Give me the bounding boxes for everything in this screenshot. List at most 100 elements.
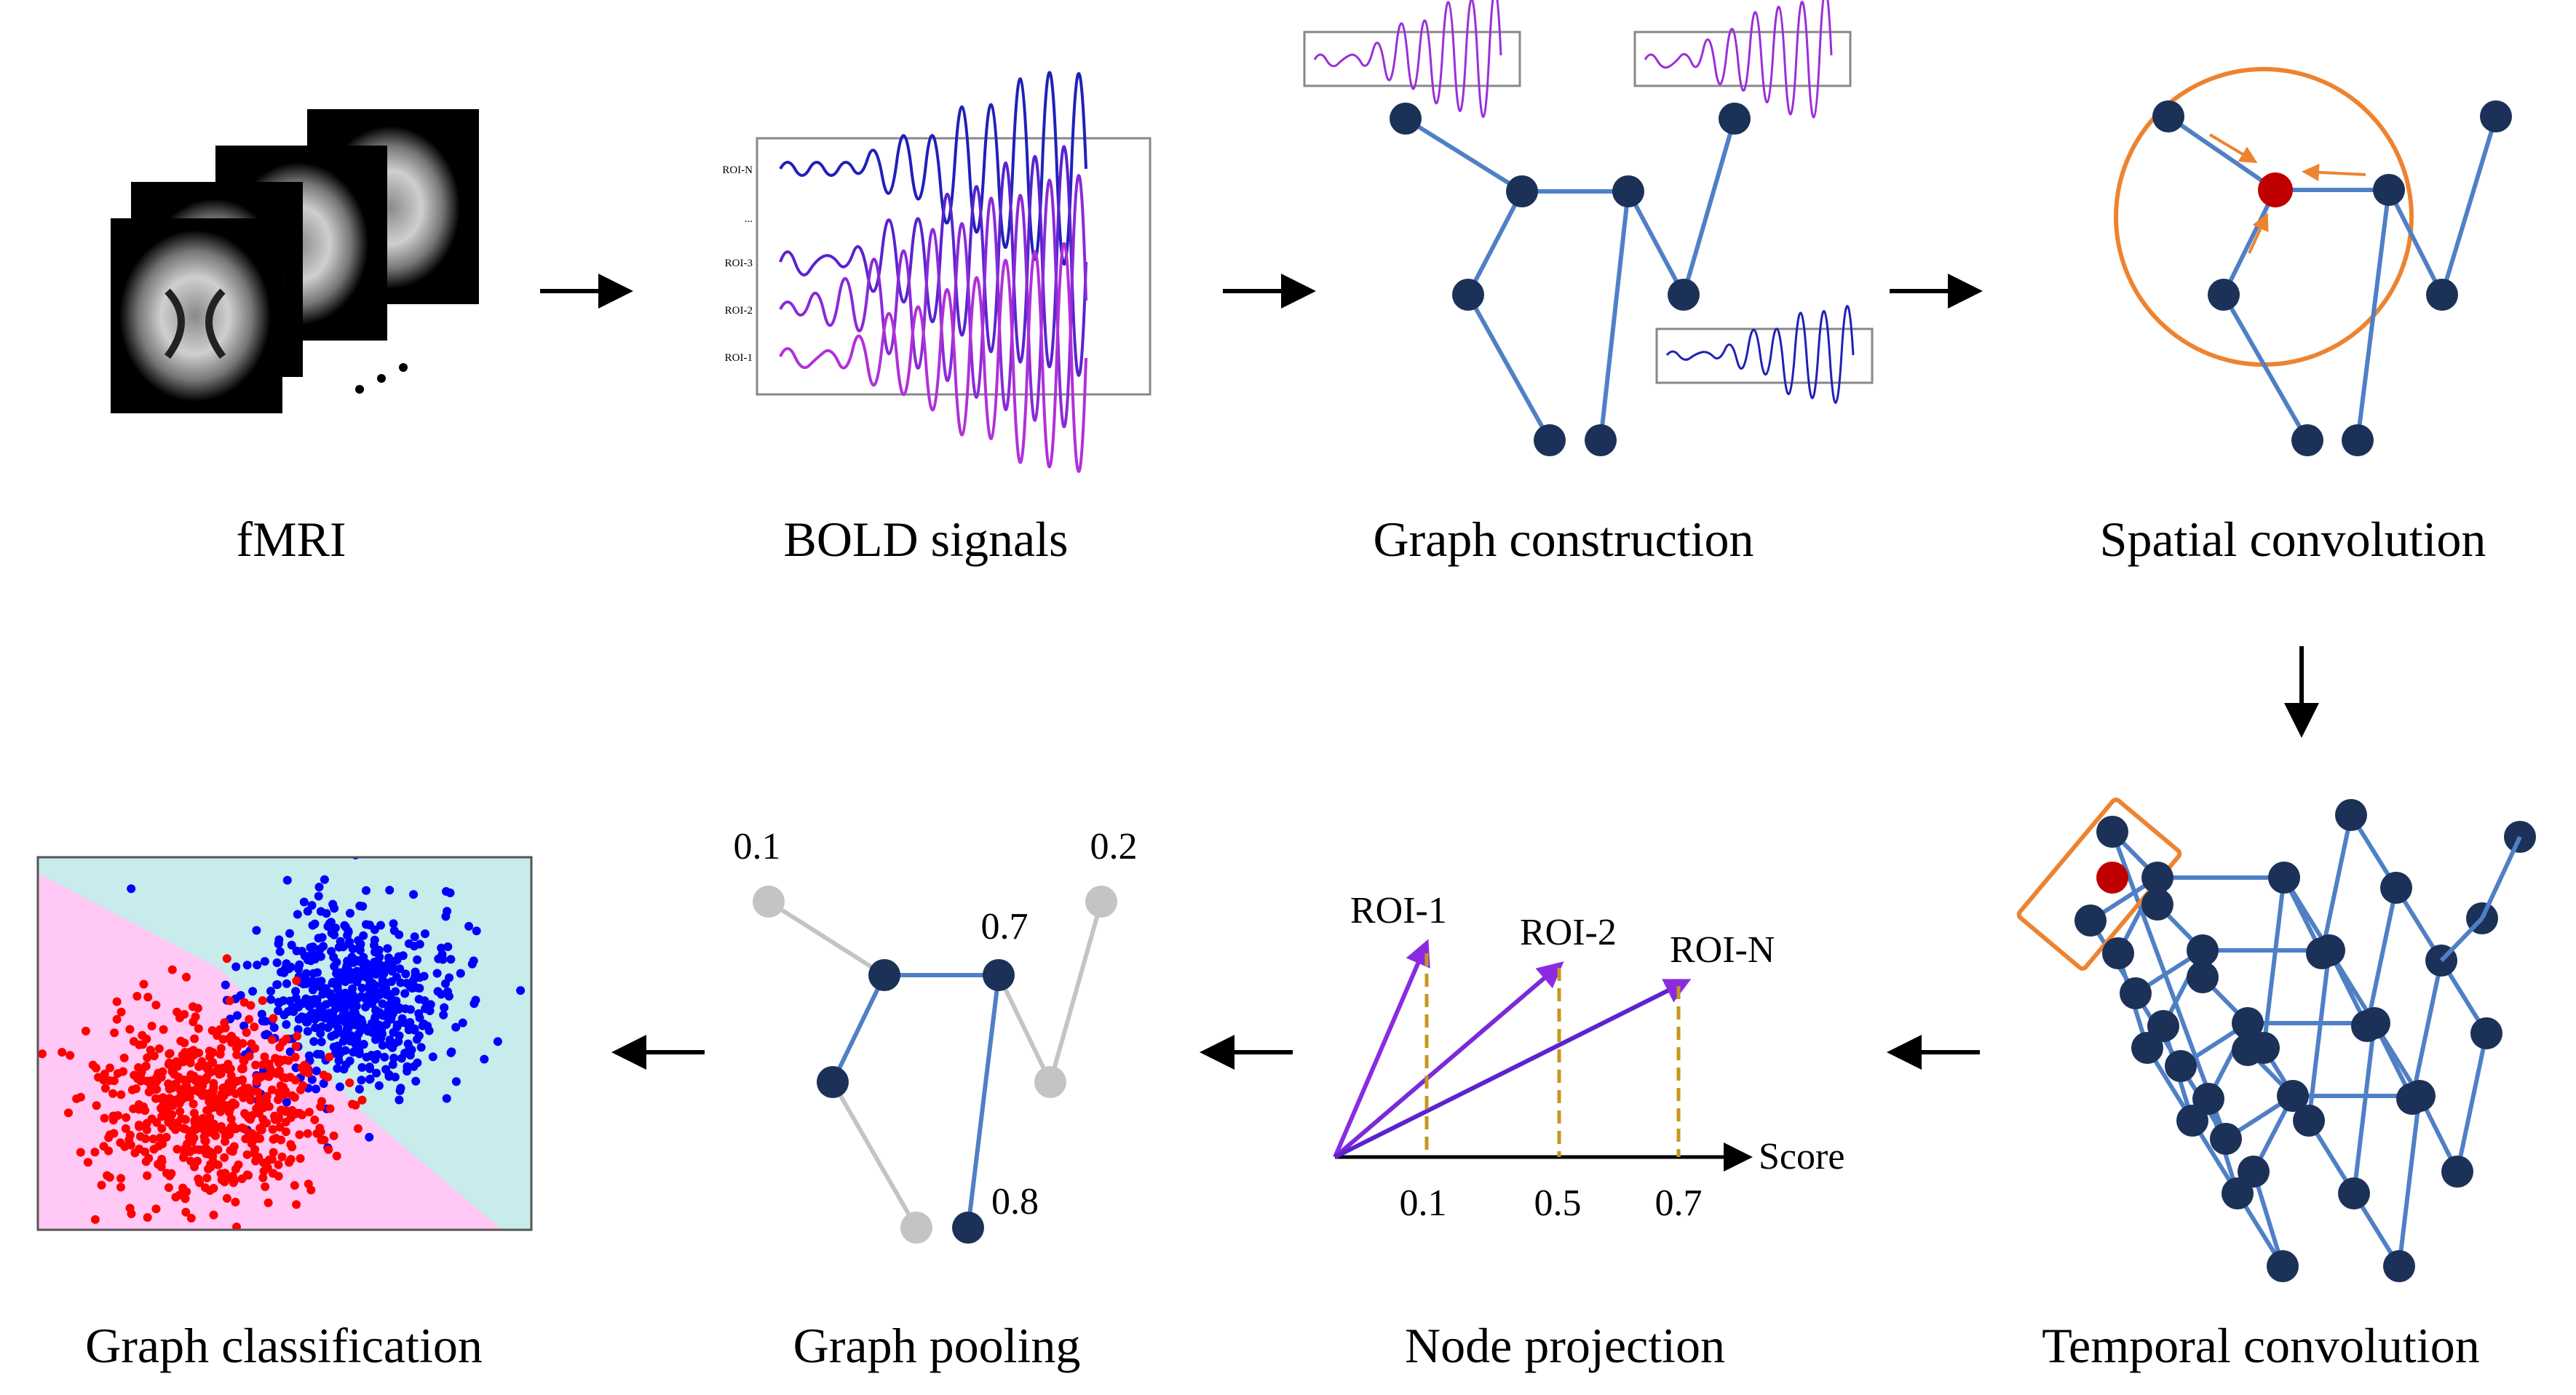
scatter-point — [285, 1158, 294, 1167]
scatter-point — [208, 1048, 218, 1057]
pruned-node — [1034, 1066, 1066, 1098]
scatter-point — [338, 1036, 348, 1046]
scatter-point — [291, 987, 301, 996]
scatter-point — [326, 998, 336, 1007]
projection-roi-label: ROI-N — [1670, 929, 1775, 971]
bold-roi-label: ROI-2 — [725, 305, 753, 317]
scatter-point — [189, 1100, 198, 1108]
scatter-point — [370, 1023, 379, 1033]
scatter-point — [340, 976, 349, 985]
scatter-point — [419, 1020, 429, 1029]
scatter-point — [292, 1200, 301, 1209]
scatter-points — [38, 857, 526, 1252]
center-node — [2258, 172, 2293, 207]
scatter-point — [83, 1158, 92, 1167]
node-projection: Score ROI-1 ROI-2 ROI-N 0.1 0.5 0.7 — [1333, 890, 1844, 1224]
scatter-point — [220, 1153, 229, 1162]
scatter-point — [316, 1029, 325, 1038]
scatter-point — [471, 995, 480, 1005]
scatter-point — [316, 1005, 325, 1014]
graph-node — [2470, 1017, 2502, 1049]
scatter-point — [261, 1182, 270, 1191]
scatter-point — [156, 1104, 166, 1113]
graph-node — [2441, 1156, 2473, 1188]
scatter-point — [231, 1197, 240, 1207]
scatter-point — [332, 1151, 341, 1161]
scatter-point — [439, 1010, 448, 1020]
scatter-point — [320, 875, 329, 884]
scatter-point — [262, 1092, 272, 1101]
scatter-point — [222, 1193, 231, 1203]
scatter-point — [246, 1001, 255, 1010]
scatter-point — [226, 1114, 236, 1124]
scatter-point — [379, 1010, 389, 1020]
scatter-point — [290, 1093, 299, 1102]
graph-node — [2380, 872, 2412, 904]
scatter-point — [211, 1131, 220, 1140]
bold-roi-label: ROI-3 — [725, 258, 753, 269]
scatter-point — [456, 969, 465, 978]
scatter-point — [346, 995, 355, 1005]
scatter-point — [353, 1124, 362, 1133]
scatter-point — [316, 1127, 325, 1137]
graph-node — [2373, 174, 2405, 206]
scatter-point — [195, 1075, 205, 1084]
pruned-node — [900, 1212, 932, 1244]
scatter-point — [327, 929, 336, 938]
scatter-point — [325, 1104, 335, 1113]
scatter-point — [186, 1214, 196, 1223]
caption-projection: Node projection — [1405, 1318, 1725, 1373]
graph-node — [2338, 1177, 2370, 1209]
scatter-point — [125, 1025, 135, 1034]
scatter-point — [258, 996, 267, 1005]
pruned-node — [753, 886, 785, 918]
scatter-point — [412, 1035, 421, 1044]
scatter-point — [262, 1030, 272, 1039]
scatter-point — [361, 972, 370, 982]
scatter-point — [281, 1127, 290, 1137]
scatter-point — [254, 1074, 263, 1084]
scatter-point — [90, 1148, 100, 1157]
scatter-point — [440, 1003, 449, 1012]
scatter-point — [415, 973, 424, 982]
scatter-point — [304, 1108, 314, 1117]
scatter-point — [193, 1156, 202, 1166]
scatter-point — [411, 1076, 421, 1086]
scatter-point — [263, 1198, 273, 1207]
graph-node — [2403, 1080, 2436, 1112]
scatter-point — [395, 930, 404, 939]
scatter-point — [232, 1011, 242, 1020]
scatter-point — [100, 1069, 109, 1078]
scatter-point — [341, 1012, 350, 1022]
scatter-point — [343, 931, 352, 940]
scatter-point — [390, 1073, 400, 1082]
scatter-point — [296, 1085, 305, 1094]
scatter-point — [244, 1084, 253, 1093]
scatter-point — [356, 939, 365, 949]
caption-pooling: Graph pooling — [793, 1318, 1081, 1373]
graph-node — [2102, 937, 2134, 969]
scatter-point — [139, 1102, 148, 1111]
scatter-point — [388, 957, 397, 966]
scatter-point — [275, 947, 285, 956]
scatter-point — [167, 1243, 176, 1252]
scatter-point — [388, 1009, 397, 1018]
scatter-point — [368, 993, 377, 1002]
scatter-point — [282, 875, 292, 885]
scatter-point — [274, 998, 283, 1007]
scatter-point — [92, 1063, 100, 1073]
scatter-point — [251, 1060, 261, 1070]
scatter-point — [154, 1044, 164, 1054]
scatter-point — [242, 1028, 251, 1037]
scatter-point — [447, 1047, 456, 1057]
scatter-point — [345, 1078, 354, 1087]
scatter-point — [239, 1021, 249, 1030]
scatter-point — [320, 1135, 329, 1145]
scatter-point — [355, 901, 365, 910]
scatter-point — [404, 939, 413, 948]
scatter-point — [480, 1054, 489, 1064]
scatter-point — [282, 979, 291, 988]
scatter-point — [209, 1210, 218, 1220]
scatter-point — [415, 1013, 424, 1022]
scatter-point — [156, 1133, 165, 1142]
